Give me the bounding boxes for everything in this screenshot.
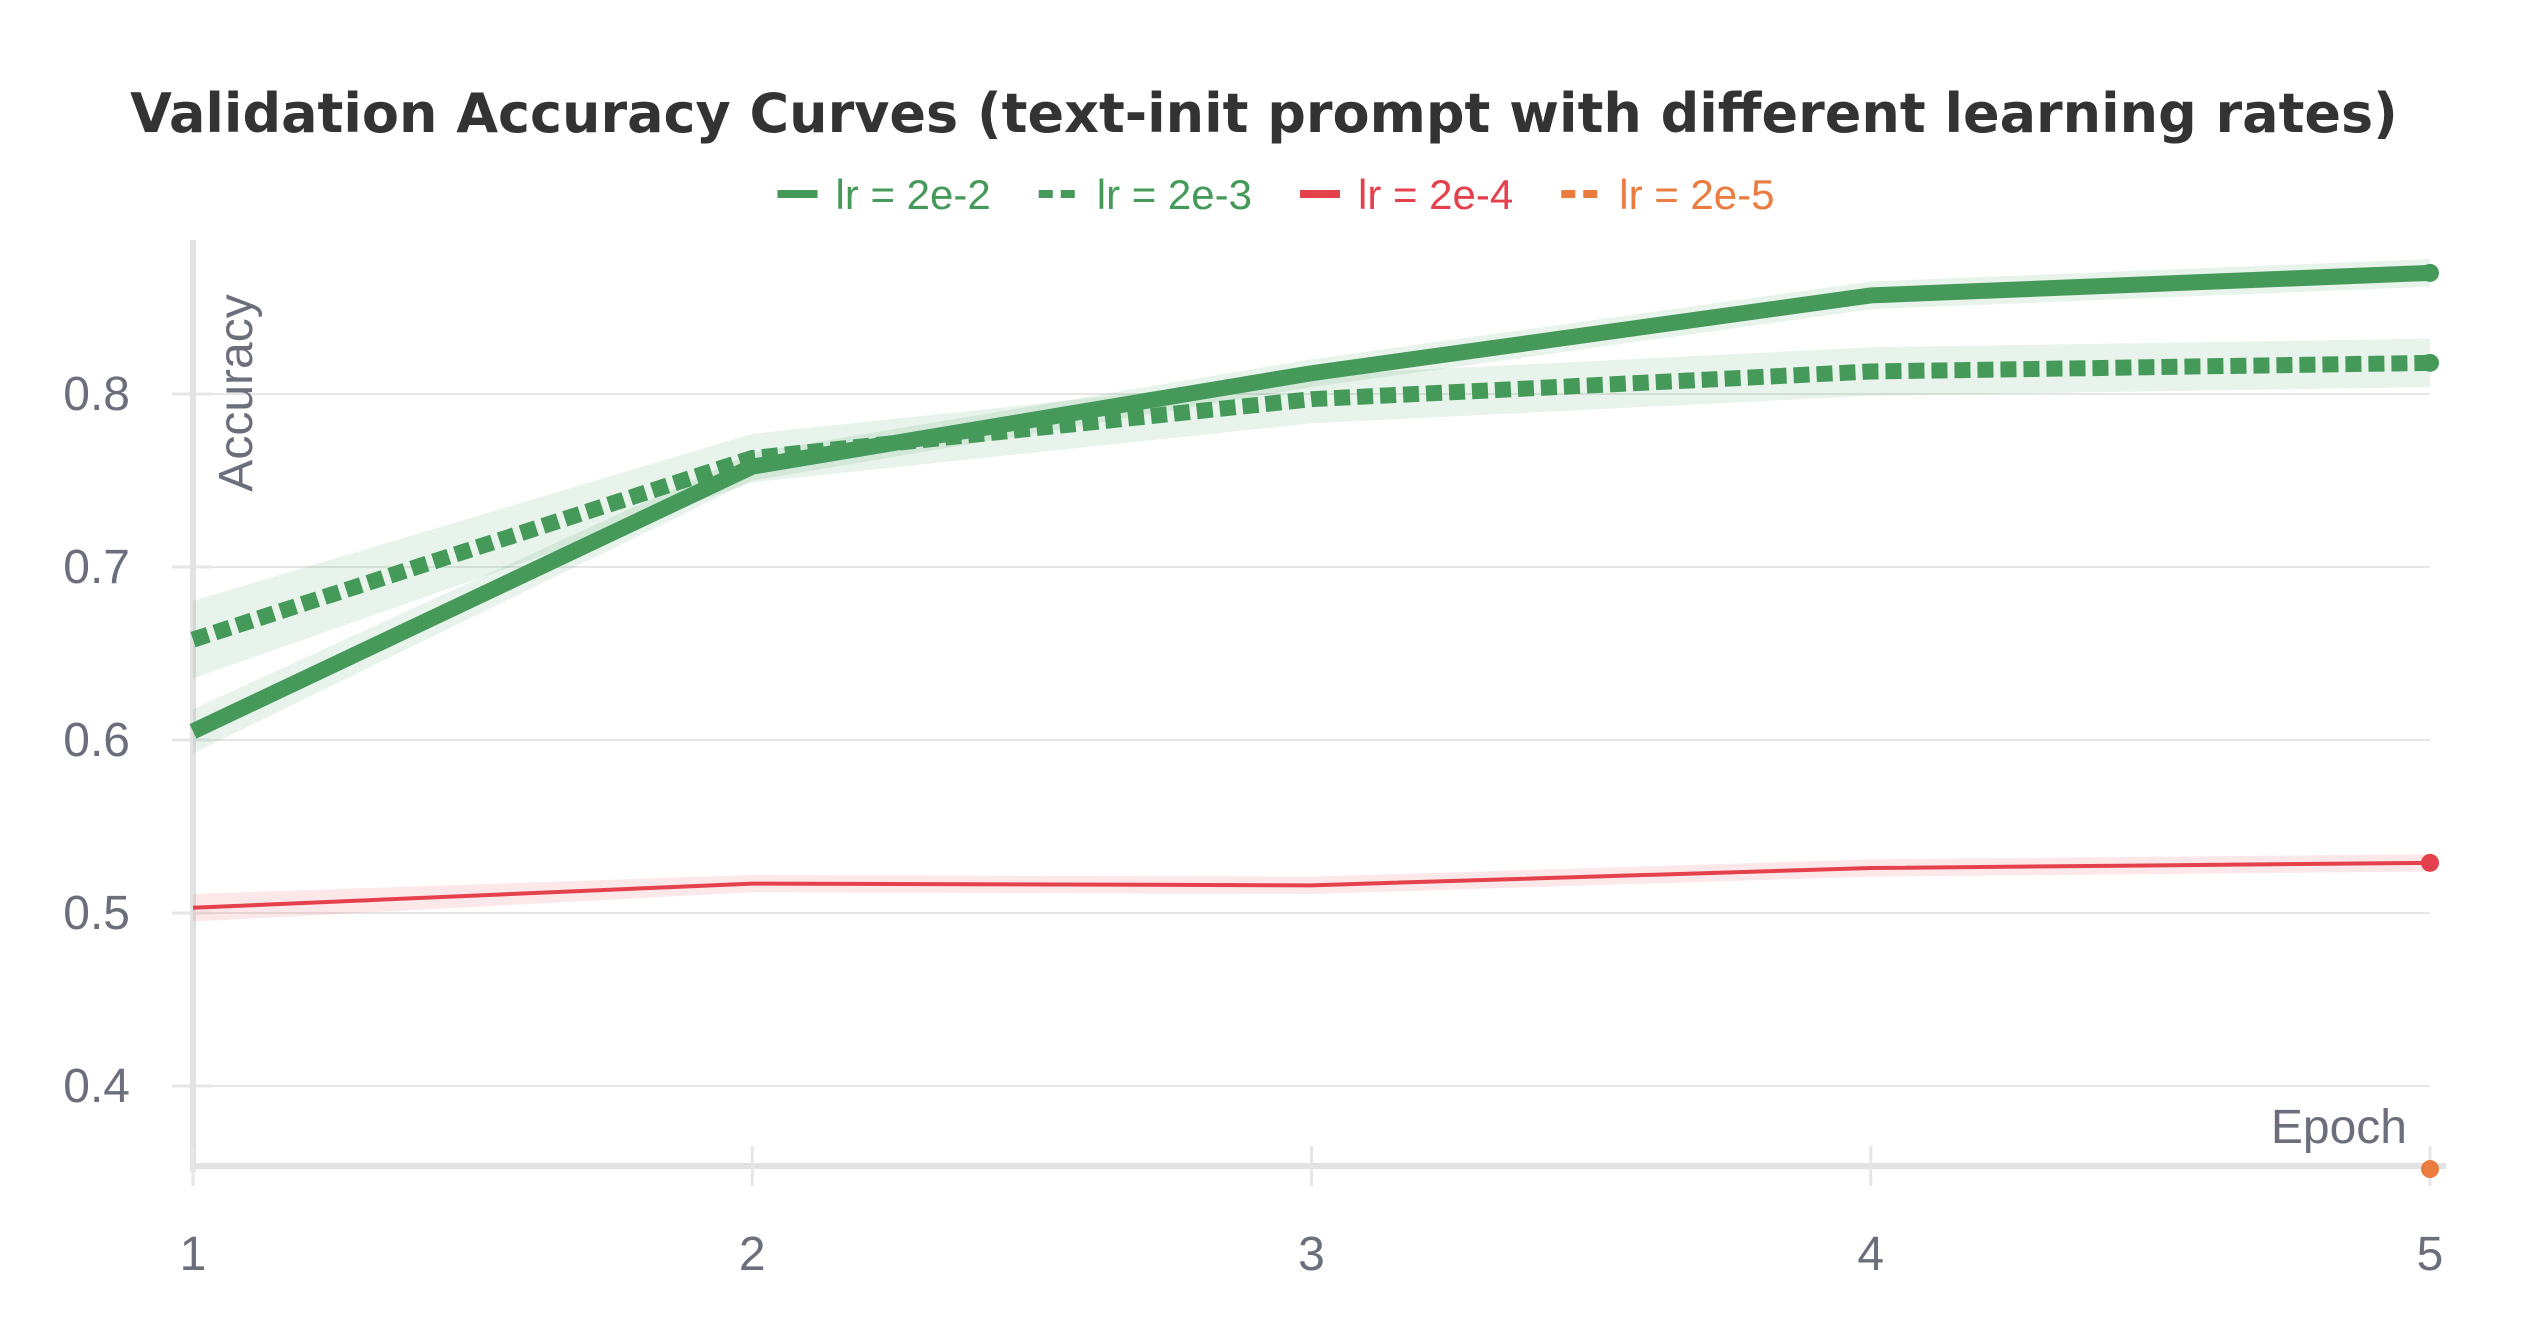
- legend-item-3[interactable]: lr = 2e-4: [1300, 171, 1513, 218]
- legend-item-2[interactable]: lr = 2e-3: [1038, 171, 1252, 218]
- series-end-point-2: [2421, 353, 2439, 372]
- series-line-1: [189, 264, 2431, 739]
- gridlines: [193, 393, 2430, 1087]
- legend-label: lr = 2e-2: [836, 171, 991, 218]
- series-lines: [189, 264, 2431, 910]
- x-tick-label: 4: [1857, 1228, 1884, 1281]
- y-axis-ticks: 0.4 0.5 0.6 0.7 0.8: [63, 368, 212, 1113]
- y-tick-label: 0.7: [63, 541, 130, 594]
- series-band-1: [193, 259, 2430, 754]
- y-tick-label: 0.4: [63, 1060, 130, 1113]
- series-end-point-4: [2421, 1160, 2439, 1179]
- series-band-2: [193, 338, 2430, 679]
- series-line-2: [190, 354, 2431, 648]
- legend-item-4[interactable]: lr = 2e-5: [1561, 171, 1775, 218]
- confidence-bands: [193, 259, 2430, 922]
- x-tick-label: 1: [180, 1228, 207, 1281]
- legend-item-1[interactable]: lr = 2e-2: [777, 171, 991, 218]
- series-end-points: [2421, 263, 2439, 1179]
- y-axis-label: Accuracy: [210, 294, 263, 491]
- legend-label: lr = 2e-5: [1619, 171, 1774, 218]
- legend: lr = 2e-2 lr = 2e-3 lr = 2e-4 lr = 2e-5: [777, 171, 1775, 218]
- y-tick-label: 0.6: [63, 714, 130, 767]
- y-tick-label: 0.5: [63, 887, 130, 940]
- x-tick-label: 5: [2417, 1228, 2444, 1281]
- x-tick-label: 3: [1298, 1228, 1325, 1281]
- x-tick-label: 2: [739, 1228, 766, 1281]
- legend-label: lr = 2e-3: [1097, 171, 1252, 218]
- legend-label: lr = 2e-4: [1358, 171, 1513, 218]
- series-end-point-3: [2421, 853, 2439, 872]
- series-end-point-1: [2421, 263, 2439, 282]
- x-axis-label: Epoch: [2271, 1101, 2407, 1154]
- y-tick-label: 0.8: [63, 368, 130, 421]
- series-line-3: [192, 860, 2431, 910]
- chart-title: Validation Accuracy Curves (text-init pr…: [130, 82, 2398, 145]
- x-axis: 1 2 3 4 5: [180, 240, 2446, 1281]
- series-band-3: [193, 854, 2430, 922]
